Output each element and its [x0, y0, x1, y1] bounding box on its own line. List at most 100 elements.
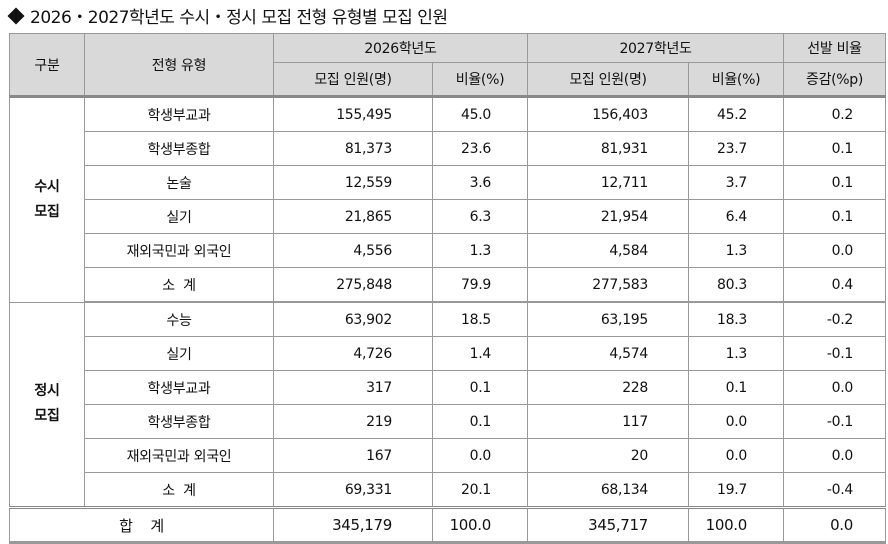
ratio-change: 0.4	[783, 267, 887, 303]
count-2027: 20	[527, 438, 690, 473]
count-2027: 12,711	[527, 165, 690, 200]
table-row: 학생부종합 81,373 23.6 81,931 23.7 0.1	[10, 131, 887, 166]
table-row: 수시 모집 학생부교과 155,495 45.0 156,403 45.2 0.2	[9, 96, 887, 303]
ratio-2026: 1.4	[431, 336, 529, 371]
ratio-2026: 6.3	[431, 199, 529, 234]
table-row: 재외국민과 외국인 167 0.0 20 0.0 0.0	[10, 438, 887, 473]
table-row: 실기 21,865 6.3 21,954 6.4 0.1	[10, 199, 887, 234]
count-2026: 317	[273, 370, 433, 405]
ratio-change: -0.1	[783, 404, 887, 439]
header-ratio-2026: 비율(%)	[431, 62, 529, 97]
count-2026: 81,373	[273, 131, 433, 166]
ratio-change: 0.0	[783, 370, 887, 405]
header-count-2026: 모집 인원(명)	[273, 62, 433, 97]
count-2026: 219	[273, 404, 433, 439]
document-title: 2026・2027학년도 수시・정시 모집 전형 유형별 모집 인원	[6, 3, 448, 28]
admission-type: 실기	[84, 336, 274, 371]
ratio-2027: 1.3	[688, 336, 785, 371]
admission-type: 소 계	[84, 267, 274, 303]
ratio-2027: 45.2	[688, 96, 785, 132]
admission-type: 재외국민과 외국인	[84, 233, 274, 268]
table-row: 소 계 69,331 20.1 68,134 19.7 -0.4	[10, 472, 887, 509]
count-2027: 21,954	[527, 199, 690, 234]
ratio-2027: 6.4	[688, 199, 785, 234]
count-2027: 156,403	[527, 96, 690, 132]
count-2026: 69,331	[273, 472, 433, 509]
total-ratio-2027: 100.0	[688, 506, 785, 544]
total-row: 합 계 345,179 100.0 345,717 100.0 0.0	[9, 506, 887, 544]
ratio-2026: 0.1	[431, 370, 529, 405]
count-2027: 4,574	[527, 336, 690, 371]
count-2026: 4,726	[273, 336, 433, 371]
count-2027: 63,195	[527, 301, 690, 337]
admission-type: 재외국민과 외국인	[84, 438, 274, 473]
group-label-line2: 모집	[34, 408, 60, 425]
count-2027: 228	[527, 370, 690, 405]
recruitment-table: 구분 전형 유형 2026학년도 2027학년도 선발 비율 모집 인원(명) …	[9, 33, 887, 544]
header-type: 전형 유형	[84, 33, 274, 97]
count-2026: 12,559	[273, 165, 433, 200]
count-2027: 277,583	[527, 267, 690, 303]
admission-type: 논술	[84, 165, 274, 200]
header-year-2027: 2027학년도	[527, 33, 785, 63]
ratio-change: 0.0	[783, 438, 887, 473]
ratio-2026: 79.9	[431, 267, 529, 303]
ratio-change: 0.1	[783, 131, 887, 166]
ratio-2027: 0.0	[688, 404, 785, 439]
ratio-2027: 0.0	[688, 438, 785, 473]
total-count-2027: 345,717	[527, 506, 690, 544]
header-count-2027: 모집 인원(명)	[527, 62, 690, 97]
ratio-2027: 80.3	[688, 267, 785, 303]
admission-type: 학생부교과	[84, 370, 274, 405]
table-row: 학생부종합 219 0.1 117 0.0 -0.1	[10, 404, 887, 439]
admission-type: 학생부종합	[84, 404, 274, 439]
ratio-2026: 45.0	[431, 96, 529, 132]
ratio-2027: 23.7	[688, 131, 785, 166]
count-2026: 167	[273, 438, 433, 473]
ratio-change: 0.1	[783, 199, 887, 234]
admission-type: 실기	[84, 199, 274, 234]
header-change-line2: 증감(%p)	[783, 62, 887, 97]
ratio-2027: 18.3	[688, 301, 785, 337]
header-change-line1: 선발 비율	[783, 33, 887, 63]
total-ratio-2026: 100.0	[431, 506, 529, 544]
count-2027: 117	[527, 404, 690, 439]
count-2027: 4,584	[527, 233, 690, 268]
total-label: 합 계	[9, 506, 274, 544]
group-label-line1: 정시	[34, 383, 60, 400]
group-label-line2: 모집	[34, 203, 60, 220]
table-row: 논술 12,559 3.6 12,711 3.7 0.1	[10, 165, 887, 200]
count-2026: 63,902	[273, 301, 433, 337]
group-label-line1: 수시	[34, 178, 60, 195]
diamond-bullet-icon	[7, 7, 25, 25]
ratio-change: 0.2	[783, 96, 887, 132]
ratio-2026: 18.5	[431, 301, 529, 337]
title-text: 2026・2027학년도 수시・정시 모집 전형 유형별 모집 인원	[30, 8, 448, 28]
count-2027: 68,134	[527, 472, 690, 509]
header-category: 구분	[9, 33, 85, 97]
ratio-2026: 1.3	[431, 233, 529, 268]
ratio-change: 0.1	[783, 165, 887, 200]
ratio-2026: 3.6	[431, 165, 529, 200]
ratio-2026: 20.1	[431, 472, 529, 509]
count-2026: 4,556	[273, 233, 433, 268]
ratio-2027: 1.3	[688, 233, 785, 268]
admission-type: 학생부교과	[84, 96, 274, 132]
ratio-2026: 23.6	[431, 131, 529, 166]
count-2026: 155,495	[273, 96, 433, 132]
table-row: 학생부교과 317 0.1 228 0.1 0.0	[10, 370, 887, 405]
ratio-change: -0.1	[783, 336, 887, 371]
total-count-2026: 345,179	[273, 506, 433, 544]
total-ratio-change: 0.0	[783, 506, 887, 544]
ratio-change: -0.4	[783, 472, 887, 509]
count-2027: 81,931	[527, 131, 690, 166]
table-row: 정시 모집 수능 63,902 18.5 63,195 18.3 -0.2	[9, 301, 887, 508]
ratio-2026: 0.1	[431, 404, 529, 439]
ratio-change: -0.2	[783, 301, 887, 337]
table-row: 재외국민과 외국인 4,556 1.3 4,584 1.3 0.0	[10, 233, 887, 268]
admission-type: 수능	[84, 301, 274, 337]
ratio-2027: 3.7	[688, 165, 785, 200]
table-row: 소 계 275,848 79.9 277,583 80.3 0.4	[10, 267, 887, 303]
